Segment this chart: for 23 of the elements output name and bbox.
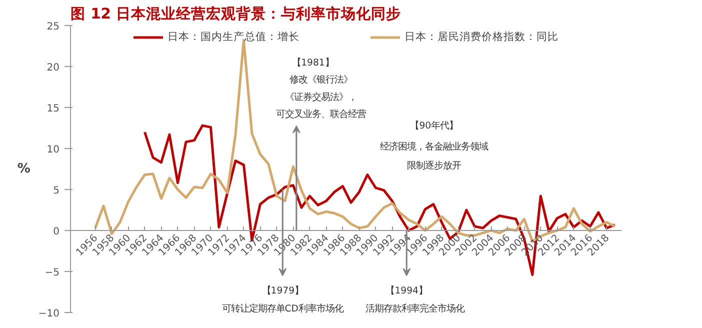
y-tick-label: 25 (46, 22, 60, 32)
annotation: 可交叉业务、联合经营 (276, 108, 366, 120)
annotation: 【1994】 (386, 285, 428, 296)
annotation: 【90年代】 (410, 120, 458, 132)
legend-label: 日本：国内生产总值：增长 (168, 30, 300, 44)
y-tick-label: −10 (38, 308, 60, 320)
legend-label: 日本：居民消费价格指数：同比 (404, 30, 558, 44)
y-tick-label: 5 (53, 186, 60, 196)
y-tick-label: 10 (46, 144, 60, 156)
annotation: 活期存款利率完全市场化 (365, 304, 464, 315)
annotation: 【1979】 (262, 285, 304, 296)
y-tick-label: 0 (53, 226, 60, 238)
annotation: 可转让定期存单CD利率市场化 (222, 304, 344, 315)
y-tick-label: 20 (46, 62, 60, 74)
annotation: 《证券交易法》， (285, 92, 358, 103)
annotation: 修改《银行法》 (290, 74, 353, 86)
annotation: 经济困境，各金融业务领域 (380, 141, 488, 152)
annotation: 【1981】 (292, 57, 334, 68)
chart-title: 图 12 日本混业经营宏观背景：与利率市场化同步 (70, 4, 402, 22)
annotation: 限制逐步放开 (407, 160, 462, 172)
y-tick-label: 15 (46, 104, 60, 114)
y-tick-label: −5 (44, 268, 60, 278)
y-axis-title: % (17, 162, 30, 176)
